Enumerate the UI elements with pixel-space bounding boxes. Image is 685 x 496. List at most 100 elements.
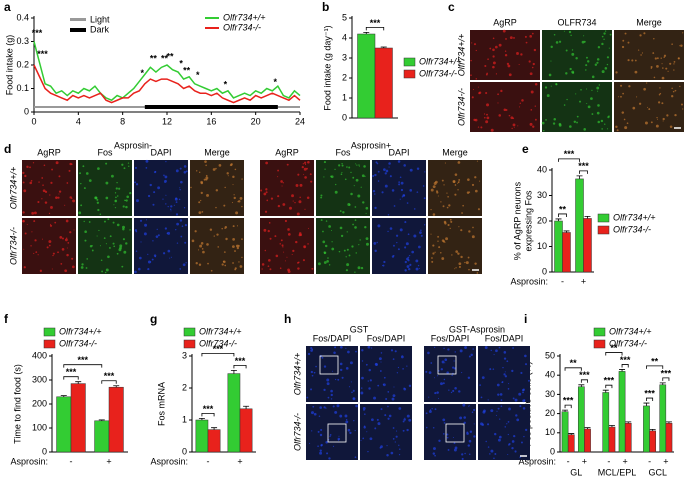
cell-dot — [470, 59, 472, 62]
cell-dot — [485, 440, 487, 443]
cell-dot — [114, 199, 118, 203]
cell-dot — [134, 181, 137, 184]
cell-dot — [500, 405, 503, 407]
cell-dot — [51, 168, 53, 171]
cell-dot — [597, 46, 601, 49]
cell-dot — [609, 33, 612, 36]
cell-dot — [238, 261, 240, 263]
cell-dot — [601, 70, 605, 74]
cell-dot — [671, 95, 674, 98]
micrograph — [478, 404, 530, 460]
cell-dot — [84, 230, 87, 234]
cell-dot — [440, 368, 443, 371]
cell-dot — [665, 67, 668, 70]
cell-dot — [334, 168, 336, 171]
cell-dot — [354, 456, 357, 459]
cell-dot — [367, 450, 369, 453]
cell-dot — [338, 164, 341, 167]
cell-dot — [361, 376, 364, 380]
cell-dot — [444, 358, 448, 362]
cell-dot — [459, 349, 463, 353]
cell-dot — [232, 225, 235, 228]
cell-dot — [558, 40, 562, 43]
cell-dot — [657, 101, 661, 104]
cell-dot — [628, 85, 631, 88]
cell-dot — [400, 188, 404, 192]
phase-label: Light — [90, 14, 110, 24]
cell-dot — [477, 126, 480, 128]
y-tick-label: 0 — [542, 266, 547, 276]
cell-dot — [297, 267, 300, 270]
cell-dot — [325, 220, 328, 222]
cell-dot — [79, 172, 82, 175]
cell-dot — [349, 361, 353, 365]
significance: ** — [570, 358, 578, 368]
cell-dot — [298, 261, 300, 264]
cell-dot — [460, 255, 463, 259]
cell-dot — [310, 370, 314, 374]
cell-dot — [328, 457, 331, 460]
cell-dot — [261, 268, 263, 270]
cell-dot — [464, 346, 467, 349]
cell-dot — [457, 182, 459, 184]
cell-dot — [620, 95, 622, 98]
cell-dot — [381, 191, 384, 194]
cell-dot — [387, 230, 389, 233]
cell-dot — [563, 30, 565, 32]
cell-dot — [398, 181, 400, 183]
cell-dot — [277, 204, 281, 208]
y-tick-label: 0 — [550, 446, 555, 456]
cell-dot — [471, 235, 475, 239]
significance: *** — [213, 344, 224, 354]
cell-dot — [339, 368, 343, 372]
cell-dot — [417, 264, 420, 267]
cell-dot — [494, 453, 497, 455]
cell-dot — [385, 169, 389, 173]
cell-dot — [71, 257, 74, 260]
cell-dot — [164, 227, 168, 230]
cell-dot — [475, 49, 477, 52]
cell-dot — [392, 358, 395, 360]
cell-dot — [216, 233, 219, 236]
cell-dot — [467, 256, 470, 259]
cell-dot — [508, 407, 511, 411]
cell-dot — [29, 181, 33, 185]
cell-dot — [388, 414, 392, 418]
cell-dot — [35, 251, 38, 253]
cell-dot — [212, 168, 216, 171]
cell-dot — [364, 175, 366, 177]
cell-dot — [326, 260, 329, 263]
cell-dot — [403, 164, 406, 167]
cell-dot — [457, 161, 461, 164]
cell-dot — [199, 244, 203, 248]
cell-dot — [116, 195, 119, 197]
cell-dot — [323, 261, 327, 264]
y-axis-label: Time to find food (s) — [12, 364, 22, 444]
cell-dot — [622, 92, 624, 95]
cell-dot — [650, 67, 653, 69]
x-tick-label: 0 — [31, 116, 36, 126]
cell-dot — [643, 87, 646, 91]
cell-dot — [468, 439, 472, 443]
cell-dot — [411, 250, 415, 254]
x-tick-label: 8 — [120, 116, 125, 126]
bar — [567, 434, 575, 453]
cell-dot — [339, 210, 342, 212]
cell-dot — [446, 436, 449, 439]
cell-dot — [352, 397, 355, 400]
cell-dot — [263, 192, 267, 196]
sig-bracket — [564, 404, 572, 409]
cell-dot — [576, 115, 579, 118]
cell-dot — [57, 251, 59, 254]
cell-dot — [277, 169, 280, 172]
group-label: GL — [570, 467, 582, 477]
y-tick-label: 2 — [342, 72, 347, 82]
cell-dot — [233, 194, 235, 196]
cell-dot — [601, 35, 604, 38]
cell-dot — [505, 38, 507, 40]
cell-dot — [402, 420, 405, 423]
cell-dot — [444, 162, 446, 164]
cell-dot — [91, 249, 94, 252]
sig-bracket — [662, 377, 670, 381]
y-tick-label: 0.2 — [16, 59, 29, 69]
